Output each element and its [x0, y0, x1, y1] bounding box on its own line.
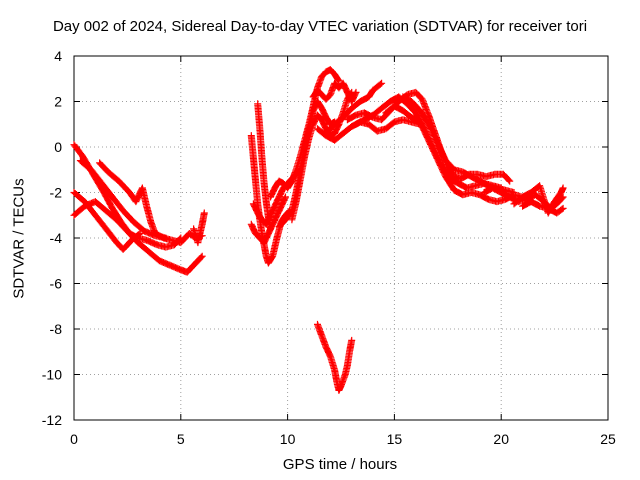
y-tick-label: -8: [50, 321, 63, 337]
y-tick-label: 2: [54, 94, 62, 110]
data-track: [190, 209, 208, 247]
data-point-markers: [275, 98, 339, 231]
data-point-markers: [314, 320, 356, 394]
x-axis-label: GPS time / hours: [282, 456, 398, 473]
data-point-markers: [519, 198, 567, 217]
y-tick-label: 0: [54, 139, 62, 155]
data-point-markers: [70, 198, 206, 276]
data-point-markers: [190, 209, 208, 247]
data-track: [382, 102, 527, 206]
y-axis-label: SDTVAR / TECUs: [10, 178, 28, 299]
data-track: [70, 189, 144, 253]
x-tick-label: 25: [600, 431, 616, 447]
y-tick-label: -6: [50, 276, 63, 292]
x-tick-label: 15: [387, 431, 403, 447]
data-track: [247, 193, 289, 247]
data-track: [314, 320, 356, 394]
data-track: [288, 88, 356, 224]
data-track: [76, 157, 170, 242]
chart-ticks: 0 5 10 15 20 25 -12 -10 -8 -6 -4 -2 0 2 4: [42, 48, 616, 447]
chart-marks: [70, 66, 567, 394]
y-tick-label: 4: [54, 48, 62, 64]
data-point-markers: [76, 157, 170, 242]
chart-title: Day 002 of 2024, Sidereal Day-to-day VTE…: [52, 18, 588, 35]
data-point-markers: [309, 79, 360, 105]
y-tick-label: -4: [50, 230, 63, 246]
data-track: [519, 198, 567, 217]
data-track: [309, 79, 360, 105]
data-point-markers: [382, 102, 527, 206]
data-track: [275, 98, 339, 231]
x-tick-label: 5: [177, 431, 185, 447]
y-tick-label: -12: [42, 412, 62, 428]
x-tick-label: 0: [70, 431, 78, 447]
data-track: [70, 198, 206, 276]
data-point-markers: [288, 88, 356, 224]
data-point-markers: [70, 189, 144, 253]
x-tick-label: 10: [280, 431, 296, 447]
x-tick-label: 20: [493, 431, 509, 447]
y-tick-label: -10: [42, 367, 62, 383]
data-point-markers: [247, 193, 289, 247]
y-tick-label: -2: [50, 185, 63, 201]
